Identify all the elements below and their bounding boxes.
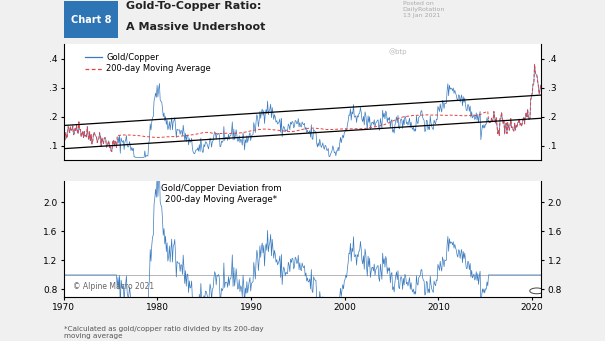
Text: A Massive Undershoot: A Massive Undershoot xyxy=(126,22,265,32)
Text: Chart 8: Chart 8 xyxy=(71,15,111,25)
Text: Posted on
DailyRotation
13 Jan 2021: Posted on DailyRotation 13 Jan 2021 xyxy=(403,1,445,18)
Text: *Calculated as gold/copper ratio divided by its 200-day
moving average: *Calculated as gold/copper ratio divided… xyxy=(64,326,263,339)
Legend: Gold/Copper, 200-day Moving Average: Gold/Copper, 200-day Moving Average xyxy=(82,50,214,77)
FancyBboxPatch shape xyxy=(64,1,119,38)
Text: @btp: @btp xyxy=(388,48,407,55)
Text: Gold/Copper Deviation from
200-day Moving Average*: Gold/Copper Deviation from 200-day Movin… xyxy=(161,184,281,204)
Text: © Alpine Macro 2021: © Alpine Macro 2021 xyxy=(73,282,154,291)
Text: Gold-To-Copper Ratio:: Gold-To-Copper Ratio: xyxy=(126,1,261,11)
